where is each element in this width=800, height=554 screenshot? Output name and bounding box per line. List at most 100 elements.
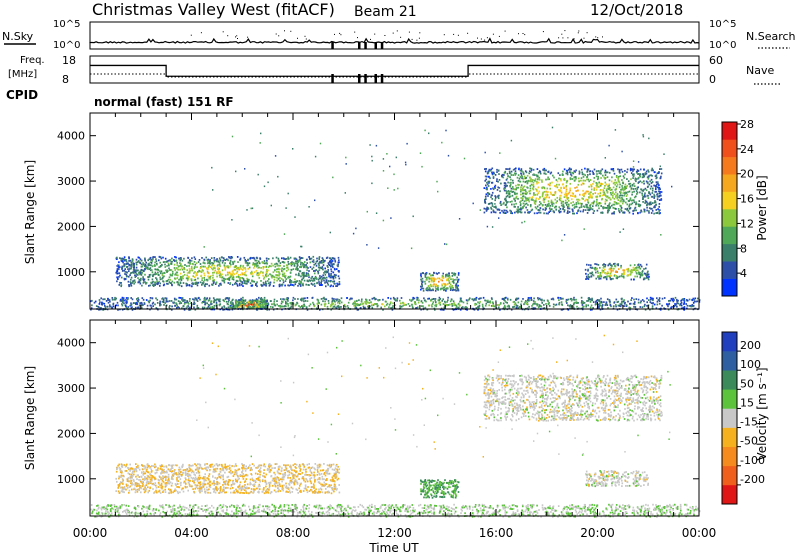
power-scatter-point — [637, 186, 639, 189]
power-scatter-point — [111, 298, 114, 301]
power-scatter-point — [644, 195, 647, 198]
power-scatter-point — [338, 281, 341, 283]
noise-search-point — [561, 33, 563, 35]
power-scatter-point — [544, 209, 547, 211]
power-scatter-point — [457, 274, 460, 276]
power-scatter-point — [492, 188, 495, 191]
power-scatter-point — [192, 298, 194, 301]
power-scatter-point — [426, 286, 429, 289]
power-scatter-point — [117, 266, 120, 268]
power-scatter-point — [513, 203, 515, 206]
power-scatter-point — [520, 184, 523, 187]
power-scatter-point — [343, 303, 346, 306]
power-scatter-point — [216, 272, 218, 275]
power-scatter-point — [154, 303, 156, 306]
power-scatter-point — [487, 170, 490, 173]
power-scatter-point — [376, 303, 378, 305]
power-scatter-point — [156, 278, 158, 281]
power-scatter-point — [204, 265, 206, 268]
power-scatter-point — [556, 183, 558, 186]
power-scatter-point — [331, 260, 334, 262]
power-scatter-point — [235, 280, 238, 282]
power-scatter-point — [486, 172, 489, 175]
power-scatter-point — [588, 276, 591, 279]
power-scatter-point — [194, 263, 197, 266]
power-scatter-point — [609, 264, 612, 267]
power-scatter-point — [469, 297, 471, 300]
power-scatter-point — [582, 198, 584, 200]
power-scatter-point — [512, 182, 514, 184]
power-scatter-point — [305, 306, 308, 309]
power-scatter-point — [133, 272, 135, 274]
power-scatter-point — [547, 300, 549, 303]
power-scatter-point — [648, 174, 651, 177]
power-scatter-point — [132, 280, 134, 283]
power-scatter-point — [497, 169, 500, 172]
power-scatter-point — [222, 299, 225, 301]
power-scatter-point — [550, 298, 553, 301]
power-scatter-point — [443, 306, 446, 309]
power-scatter-point — [620, 210, 623, 212]
power-scatter-point — [505, 296, 507, 299]
power-scatter-point — [621, 179, 623, 181]
power-scatter-point — [139, 273, 141, 276]
noise-tick-top-right: 10^5 — [709, 19, 736, 30]
power-scatter-point — [655, 181, 658, 184]
power-scatter-point — [312, 301, 314, 304]
power-scatter-point — [618, 209, 620, 212]
power-scatter-point — [659, 192, 661, 195]
power-scatter-point — [178, 296, 180, 299]
power-scatter-point — [324, 270, 326, 273]
noise-search-point — [443, 34, 445, 36]
power-scatter-point — [560, 186, 562, 189]
power-scatter-point — [411, 305, 414, 308]
power-scatter-point — [225, 300, 228, 303]
power-scatter-point — [215, 283, 217, 285]
power-scatter-point — [420, 275, 422, 278]
power-scatter-point — [660, 175, 662, 178]
power-scatter-point — [280, 283, 283, 286]
power-scatter-point — [482, 305, 484, 308]
power-scatter-point — [265, 303, 267, 305]
power-scatter-point — [281, 300, 283, 303]
power-scatter-point — [275, 256, 278, 259]
noise-search-point — [190, 34, 192, 36]
power-scatter-point — [327, 271, 329, 273]
power-scatter-point — [669, 299, 672, 302]
power-scatter-point — [202, 280, 205, 283]
power-scatter-point — [253, 280, 256, 283]
power-scatter-point — [151, 265, 154, 268]
power-scatter-point — [193, 276, 196, 278]
power-scatter-point — [142, 281, 145, 284]
noise-search-point — [564, 30, 566, 32]
noise-search-point — [222, 31, 224, 33]
power-scatter-point — [275, 274, 277, 276]
power-scatter-point — [542, 197, 545, 200]
power-scatter-point — [601, 271, 603, 274]
power-sparse-point — [634, 207, 636, 210]
power-sparse-point — [494, 203, 496, 205]
power-scatter-point — [192, 283, 195, 285]
power-scatter-point — [631, 184, 634, 187]
power-scatter-point — [285, 298, 287, 301]
power-scatter-point — [281, 283, 284, 286]
power-scatter-point — [528, 200, 530, 203]
power-scatter-point — [292, 296, 295, 299]
power-scatter-point — [238, 282, 241, 285]
power-scatter-point — [577, 200, 579, 203]
power-scatter-point — [616, 301, 619, 303]
power-scatter-point — [437, 299, 440, 302]
power-scatter-point — [151, 302, 154, 305]
power-scatter-point — [686, 307, 688, 310]
power-scatter-point — [459, 308, 462, 311]
power-scatter-point — [617, 300, 620, 303]
power-scatter-point — [300, 257, 303, 259]
power-scatter-point — [599, 195, 601, 198]
power-scatter-point — [668, 300, 670, 302]
power-scatter-point — [197, 271, 199, 273]
power-scatter-point — [475, 307, 478, 309]
power-scatter-point — [433, 283, 435, 286]
power-scatter-point — [646, 203, 649, 206]
power-sparse-point — [447, 154, 450, 157]
power-scatter-point — [329, 305, 332, 308]
